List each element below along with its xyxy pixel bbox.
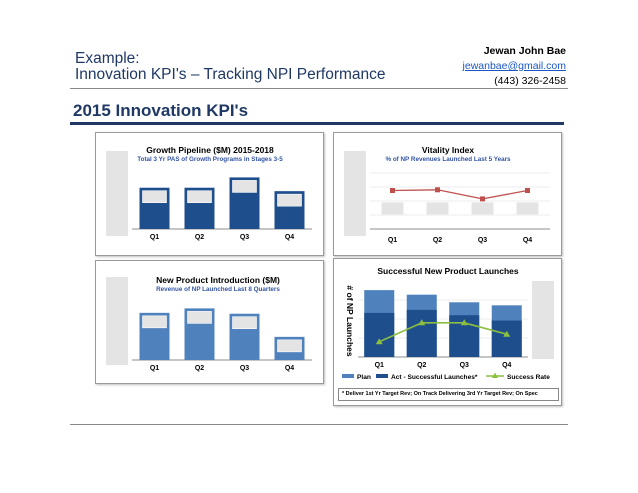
- new-product-introduction-panel: New Product Introduction ($M) Revenue of…: [95, 260, 324, 384]
- header-divider: [70, 88, 568, 89]
- success-rate-point-q2: [418, 319, 426, 326]
- bar-value-mask: [142, 315, 167, 329]
- chart-title: Growth Pipeline ($M) 2015-2018: [146, 145, 274, 155]
- y-axis-label: # of NP Launches: [345, 285, 355, 356]
- y-axis-mask: [344, 151, 366, 236]
- point-q3: [480, 196, 485, 202]
- x-tick-label: Q1: [375, 362, 384, 369]
- x-tick-label: Q3: [240, 365, 249, 372]
- chart-subtitle: % of NP Revenues Launched Last 5 Years: [385, 156, 511, 163]
- chart-title: Successful New Product Launches: [377, 266, 519, 276]
- example-label: Example:: [75, 50, 140, 67]
- value-label-mask: [471, 202, 494, 215]
- chart-subtitle: Revenue of NP Launched Last 8 Quarters: [156, 286, 280, 293]
- author-phone: (443) 326-2458: [494, 75, 566, 87]
- chart-title: New Product Introduction ($M): [156, 275, 280, 285]
- bar-value-mask: [187, 311, 212, 324]
- bar-value-mask: [232, 316, 257, 330]
- section-title: 2015 Innovation KPI's: [73, 101, 249, 120]
- author-email-link[interactable]: jewanbae@gmail.com: [462, 60, 566, 72]
- success-rate-point-q1: [375, 338, 383, 345]
- y-axis-mask: [106, 151, 128, 236]
- x-tick-label: Q3: [478, 237, 487, 244]
- x-tick-label: Q3: [460, 362, 469, 369]
- actual-bar-q2: [406, 309, 437, 357]
- x-tick-label: Q2: [433, 237, 442, 244]
- success-rate-line: [378, 321, 507, 343]
- footer-divider: [70, 424, 568, 425]
- value-label-mask: [381, 202, 404, 215]
- bar-value-mask: [232, 180, 257, 193]
- x-tick-label: Q4: [285, 234, 294, 241]
- legend-marker-success-rate: [492, 372, 498, 378]
- success-rate-point-q3: [460, 319, 468, 326]
- contact-block: Jewan John Bae jewanbae@gmail.com (443) …: [463, 44, 566, 89]
- actual-bar-q4: [491, 320, 522, 357]
- x-tick-label: Q2: [195, 365, 204, 372]
- new-product-introduction-chart: New Product Introduction ($M) Revenue of…: [106, 275, 312, 372]
- growth-pipeline-panel: Growth Pipeline ($M) 2015-2018 Total 3 Y…: [95, 132, 324, 256]
- legend-label-actual: Act - Successful Launches*: [391, 374, 478, 381]
- point-q2: [435, 187, 440, 193]
- vitality-index-chart: Vitality Index % of NP Revenues Launched…: [344, 145, 550, 244]
- legend-swatch-plan: [342, 374, 354, 378]
- x-tick-label: Q3: [240, 234, 249, 241]
- x-tick-label: Q2: [195, 234, 204, 241]
- section-accent-bar: [70, 122, 564, 125]
- x-tick-label: Q1: [150, 234, 159, 241]
- x-tick-label: Q4: [523, 237, 532, 244]
- chart-subtitle: Total 3 Yr PAS of Growth Programs in Sta…: [137, 156, 283, 163]
- growth-pipeline-chart: Growth Pipeline ($M) 2015-2018 Total 3 Y…: [106, 145, 312, 241]
- point-q4: [525, 188, 530, 193]
- bar-value-mask: [187, 190, 212, 204]
- secondary-y-axis-mask: [532, 281, 554, 359]
- y-axis-mask: [106, 277, 128, 365]
- x-tick-label: Q1: [150, 365, 159, 372]
- success-rate-point-q4: [503, 330, 511, 337]
- chart-title: Vitality Index: [422, 145, 475, 155]
- x-tick-label: Q4: [502, 362, 511, 369]
- vitality-series-line: [392, 189, 528, 200]
- legend-swatch-actual: [376, 374, 388, 378]
- bar-value-mask: [277, 339, 302, 353]
- x-tick-label: Q1: [388, 237, 397, 244]
- vitality-index-panel: Vitality Index % of NP Revenues Launched…: [333, 132, 562, 256]
- value-label-mask: [426, 202, 449, 215]
- actual-bar-q1: [364, 312, 395, 357]
- successful-launches-panel: Successful New Product Launches # of NP …: [333, 258, 562, 406]
- bar-value-mask: [277, 193, 302, 207]
- x-tick-label: Q4: [285, 365, 294, 372]
- footnote: * Deliver 1st Yr Target Rev; On Track De…: [338, 388, 559, 401]
- legend-label-success-rate: Success Rate: [507, 374, 550, 381]
- bar-value-mask: [142, 190, 167, 204]
- legend-label-plan: Plan: [357, 374, 371, 381]
- x-tick-label: Q2: [417, 362, 426, 369]
- successful-launches-chart: Successful New Product Launches # of NP …: [342, 266, 554, 381]
- page-title: Innovation KPI's – Tracking NPI Performa…: [75, 66, 386, 83]
- point-q1: [390, 188, 395, 193]
- author-name: Jewan John Bae: [483, 45, 566, 57]
- value-label-mask: [516, 202, 539, 215]
